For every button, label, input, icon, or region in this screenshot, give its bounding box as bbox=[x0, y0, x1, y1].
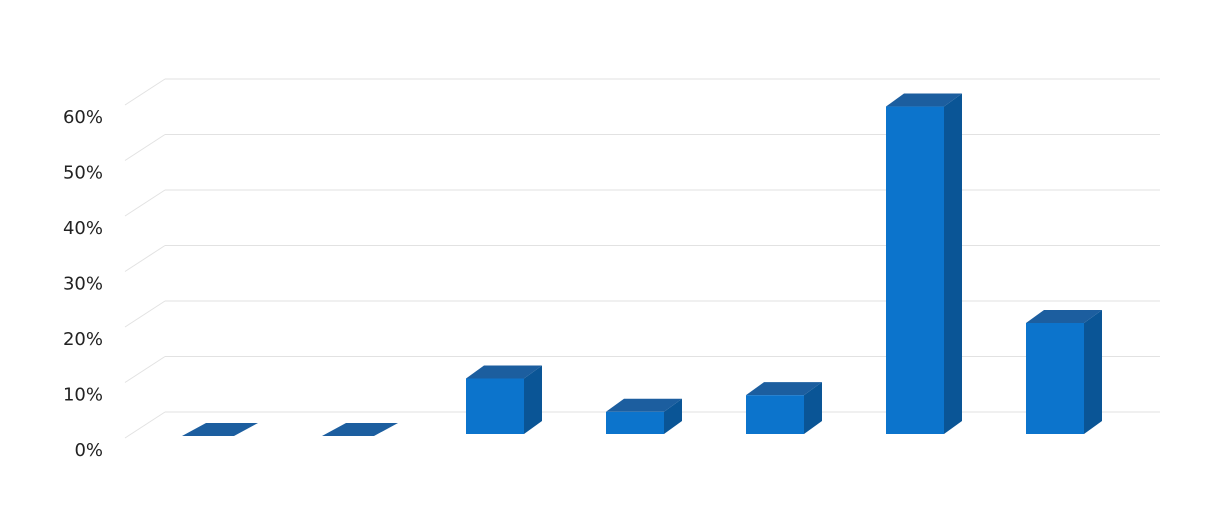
bars bbox=[182, 93, 1102, 436]
bar-side-face bbox=[664, 398, 682, 434]
bar-front-face bbox=[1026, 323, 1084, 434]
gridline-side bbox=[124, 411, 166, 439]
gridline-side bbox=[124, 78, 166, 106]
bar bbox=[182, 423, 258, 436]
bar-top-face bbox=[466, 365, 542, 379]
gridline-side bbox=[124, 189, 166, 217]
bar-side-face bbox=[524, 365, 542, 434]
y-tick-label: 20% bbox=[63, 329, 103, 350]
bar bbox=[1026, 310, 1102, 434]
y-tick-label: 10% bbox=[63, 385, 103, 406]
y-tick-label: 50% bbox=[63, 163, 103, 184]
bar bbox=[322, 423, 398, 436]
bar-side-face bbox=[804, 382, 822, 434]
bar bbox=[746, 382, 822, 434]
gridline-side bbox=[124, 134, 166, 161]
y-axis-ticks: 0% 10% 20% 30% 40% 50% 60% bbox=[63, 107, 103, 461]
gridline-side bbox=[124, 356, 166, 383]
bar-top-face bbox=[322, 423, 398, 436]
gridline-side bbox=[124, 300, 166, 328]
gridline-side bbox=[124, 245, 166, 272]
y-tick-label: 0% bbox=[74, 440, 103, 461]
bar-side-face bbox=[1084, 310, 1102, 434]
gridlines bbox=[124, 78, 1160, 439]
y-tick-label: 30% bbox=[63, 274, 103, 295]
bar-front-face bbox=[886, 106, 944, 435]
y-tick-label: 40% bbox=[63, 218, 103, 239]
bar bbox=[606, 398, 682, 434]
y-tick-label: 60% bbox=[63, 107, 103, 128]
bar-top-face bbox=[746, 382, 822, 396]
bar-front-face bbox=[746, 395, 804, 434]
bar-top-face bbox=[1026, 310, 1102, 323]
bar bbox=[466, 365, 542, 434]
bar-top-face bbox=[886, 93, 962, 107]
bar bbox=[886, 93, 962, 435]
bar-top-face bbox=[606, 398, 682, 412]
bar-side-face bbox=[944, 93, 962, 435]
bar-front-face bbox=[606, 411, 664, 434]
bar-front-face bbox=[466, 378, 524, 434]
bar-top-face bbox=[182, 423, 258, 436]
